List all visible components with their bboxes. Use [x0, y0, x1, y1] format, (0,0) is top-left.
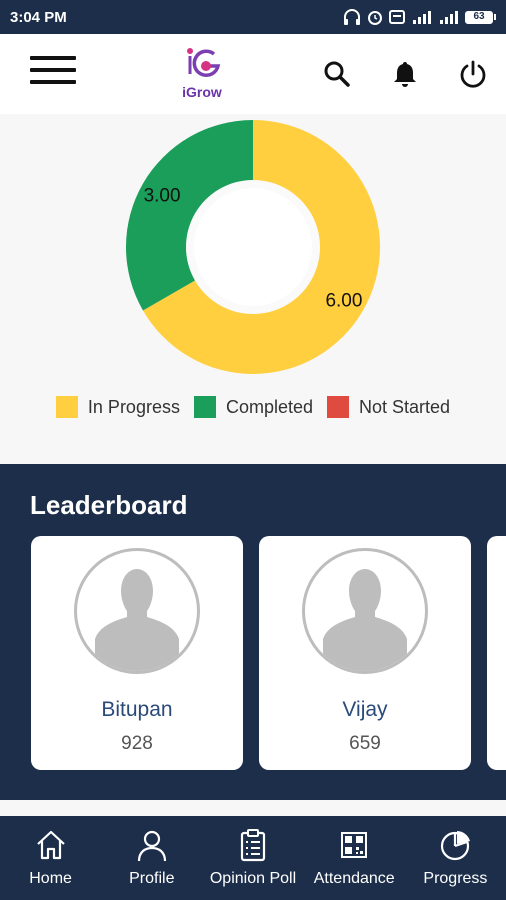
chart-legend: In Progress Completed Not Started: [0, 396, 506, 418]
progress-chart: 6.00 3.00 In Progress Completed Not Start…: [0, 114, 506, 464]
legend-swatch-in-progress: [55, 396, 78, 418]
nav-opinion-poll-label: Opinion Poll: [209, 870, 297, 887]
legend-label-in-progress: In Progress: [87, 396, 180, 417]
notifications-button[interactable]: [389, 58, 421, 90]
app-bar: iGrow: [0, 34, 506, 114]
search-icon: [324, 61, 350, 87]
status-icons: 63: [343, 9, 496, 25]
nav-progress-label: Progress: [423, 870, 488, 887]
legend-item-not-started: Not Started: [327, 396, 450, 418]
clipboard-icon: [240, 829, 266, 862]
donut-slice-in-progress: [143, 120, 380, 374]
logo-mark: [187, 48, 221, 77]
donut-label-completed: 3.00: [144, 186, 181, 207]
signal-icon: [413, 11, 431, 24]
battery-icon: 63: [465, 10, 496, 24]
donut-label-in-progress: 6.00: [325, 291, 362, 312]
section-divider: [0, 800, 506, 816]
nav-home-label: Home: [29, 870, 72, 887]
battery-level: 63: [465, 10, 493, 24]
leaderboard-card[interactable]: Vijay 659: [259, 536, 471, 770]
nav-home[interactable]: Home: [0, 816, 101, 900]
leaderboard-score: 928: [121, 733, 153, 754]
leaderboard-card-partial[interactable]: [487, 536, 506, 770]
qr-code-icon: [341, 832, 368, 858]
donut-slice-completed: [125, 120, 253, 311]
alarm-icon: [368, 11, 382, 25]
avatar: [74, 548, 200, 674]
home-icon: [36, 830, 65, 860]
power-button[interactable]: [457, 58, 489, 90]
legend-item-in-progress: In Progress: [55, 396, 180, 418]
leaderboard-name: Vijay: [342, 698, 388, 721]
status-time: 3:04 PM: [10, 8, 67, 26]
legend-item-completed: Completed: [193, 396, 314, 418]
avatar: [302, 548, 428, 674]
status-bar: 3:04 PM 63: [0, 0, 506, 34]
legend-label-completed: Completed: [225, 396, 314, 417]
search-button[interactable]: [321, 58, 353, 90]
nav-profile[interactable]: Profile: [101, 816, 202, 900]
legend-swatch-not-started: [327, 396, 350, 418]
donut-hole: [194, 188, 312, 306]
nav-progress[interactable]: Progress: [405, 816, 506, 900]
leaderboard-score: 659: [349, 733, 381, 754]
signal-icon-2: [440, 11, 458, 24]
person-silhouette-icon: [95, 569, 179, 671]
headphones-icon: [344, 9, 360, 25]
legend-label-not-started: Not Started: [359, 396, 451, 417]
person-icon: [137, 830, 166, 862]
pie-chart-icon: [441, 831, 471, 861]
nav-attendance-label: Attendance: [313, 870, 395, 887]
nav-profile-label: Profile: [129, 870, 175, 887]
bell-icon: [394, 62, 416, 87]
leaderboard-name: Bitupan: [101, 698, 173, 721]
nav-attendance[interactable]: Attendance: [304, 816, 405, 900]
bottom-nav: Home Profile Opinion Poll Attendance Pro…: [0, 816, 506, 900]
power-icon: [460, 60, 486, 88]
app-logo: iGrow: [170, 44, 234, 104]
message-icon: [389, 10, 405, 24]
nav-opinion-poll[interactable]: Opinion Poll: [202, 816, 303, 900]
legend-swatch-completed: [193, 396, 216, 418]
menu-button[interactable]: [30, 56, 76, 92]
logo-text: iGrow: [182, 84, 222, 100]
donut-chart: 6.00 3.00: [125, 120, 380, 374]
leaderboard-card[interactable]: Bitupan 928: [31, 536, 243, 770]
leaderboard-section: Leaderboard Bitupan 928 Vijay 659: [0, 464, 506, 800]
person-silhouette-icon: [323, 569, 407, 671]
leaderboard-title: Leaderboard: [30, 490, 188, 520]
